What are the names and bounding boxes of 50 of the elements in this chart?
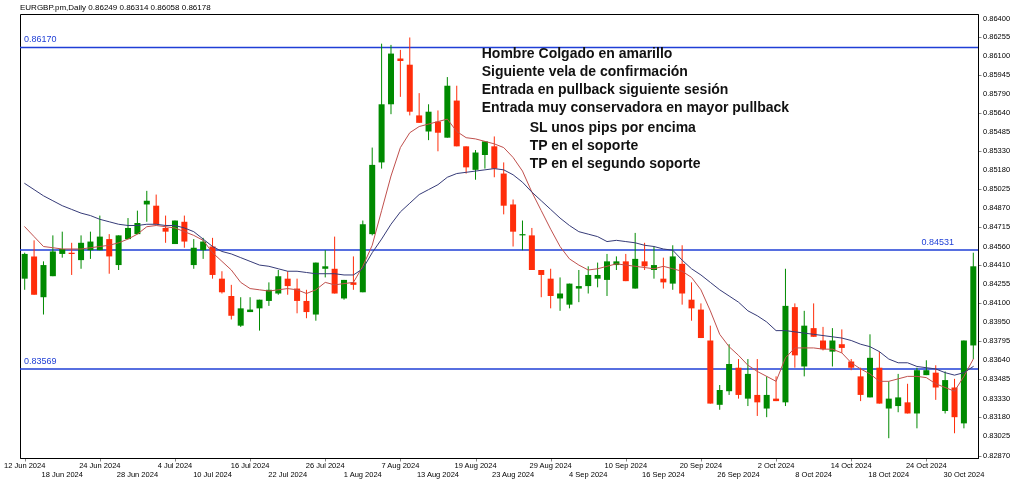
candlestick xyxy=(162,215,169,244)
candlestick xyxy=(547,268,554,309)
annotation: Hombre Colgado en amarillo xyxy=(481,45,673,61)
candlestick xyxy=(838,328,845,354)
candlestick xyxy=(538,269,545,298)
candlestick xyxy=(463,145,470,175)
candlestick xyxy=(575,269,582,303)
chart-title: EURGBP.pm,Daily 0.86249 0.86314 0.86058 0.86178 xyxy=(20,3,212,12)
candlestick xyxy=(322,249,329,278)
annotation: TP en el segundo soporte xyxy=(529,155,701,171)
annotation: Entrada en pullback siguiente sesión xyxy=(481,81,729,97)
candlestick xyxy=(594,262,601,288)
candlestick xyxy=(763,375,770,418)
candlestick xyxy=(228,284,235,320)
candlestick xyxy=(810,302,817,338)
candlestick xyxy=(416,92,423,124)
annotation: Siguiente vela de confirmación xyxy=(481,63,688,79)
candlestick xyxy=(284,270,291,296)
candlestick xyxy=(585,265,592,295)
candlestick xyxy=(218,270,225,295)
candlestick xyxy=(754,358,761,417)
candlestick xyxy=(716,384,723,411)
candlestick xyxy=(904,383,911,414)
candlestick xyxy=(688,281,695,322)
annotation: SL unos pips por encima xyxy=(529,119,697,135)
ref-line-label: 0.83569 xyxy=(24,356,57,367)
candlestick xyxy=(472,149,479,181)
candlestick xyxy=(857,367,864,402)
candlestick xyxy=(895,373,902,413)
candlestick xyxy=(481,140,488,170)
candlestick xyxy=(604,253,611,297)
candlestick xyxy=(566,283,573,309)
ref-line-label: 0.84531 xyxy=(921,237,954,248)
candlestick xyxy=(275,269,282,296)
candlestick xyxy=(491,135,498,178)
candlestick xyxy=(885,380,892,439)
candlestick xyxy=(190,238,197,270)
candlestick xyxy=(256,299,263,332)
candlestick xyxy=(932,364,939,401)
candlestick xyxy=(350,255,357,291)
annotation: Entrada muy conservadora en mayor pullback xyxy=(481,99,790,115)
annotation: TP en el soporte xyxy=(529,137,639,153)
candlestick xyxy=(425,103,432,141)
candlestick xyxy=(303,289,310,319)
candlestick xyxy=(641,242,648,271)
candlestick xyxy=(237,296,244,328)
candlestick xyxy=(153,194,160,225)
candlestick xyxy=(106,233,113,275)
ref-line-label: 0.86170 xyxy=(24,34,57,45)
candlestick xyxy=(434,109,441,152)
